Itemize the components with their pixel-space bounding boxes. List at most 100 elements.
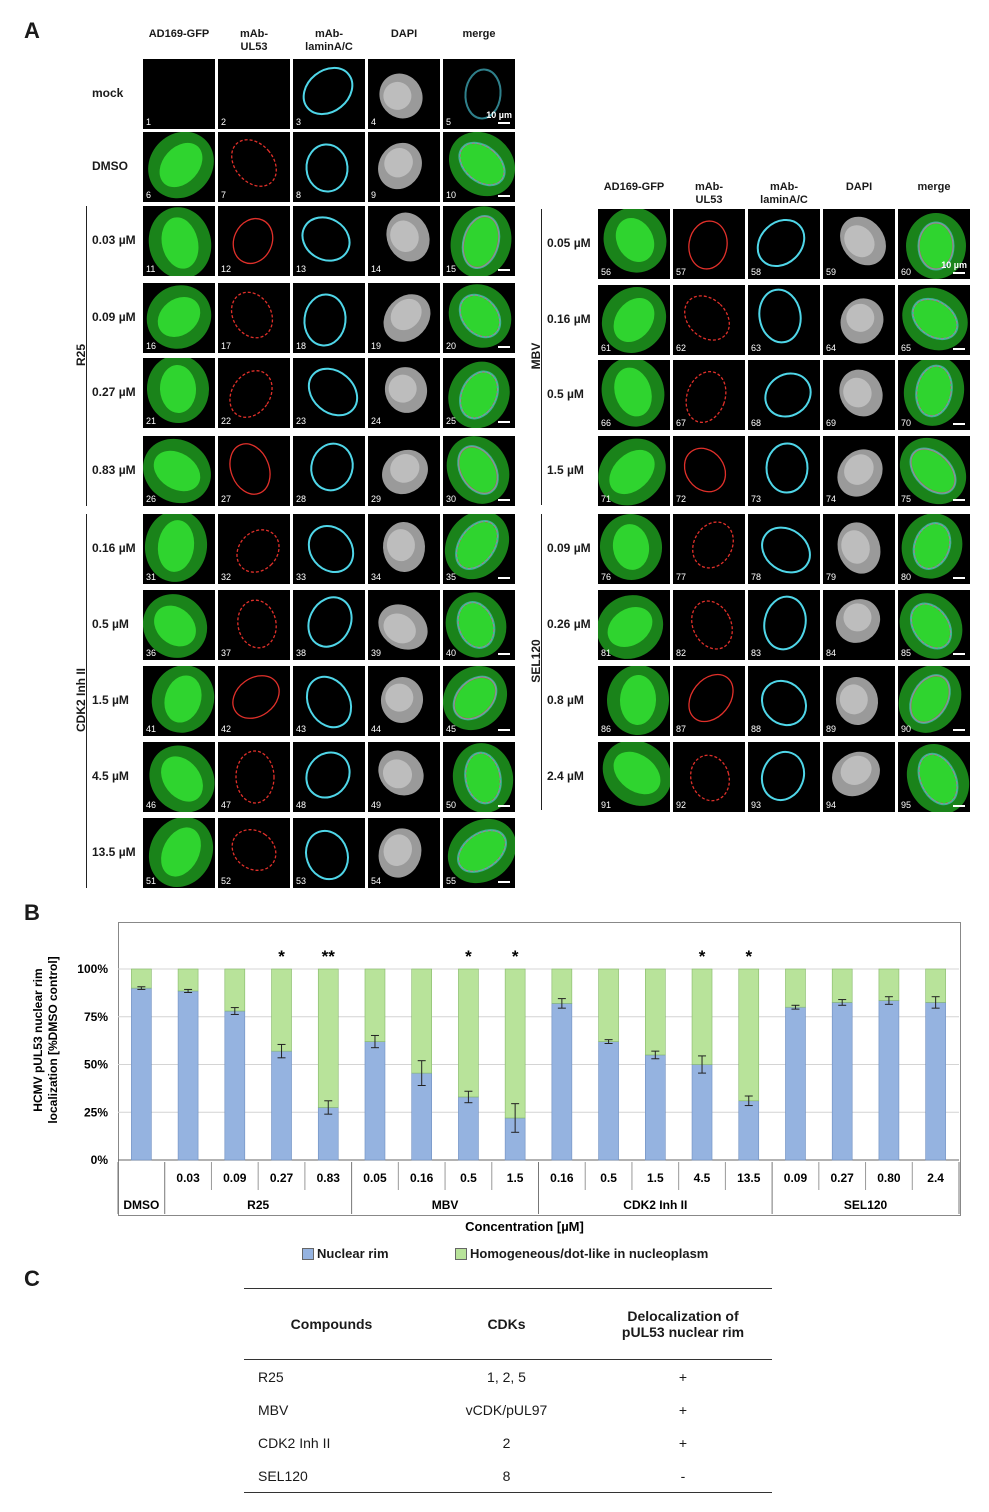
micrograph-dapi	[382, 522, 426, 572]
panel-c-letter: C	[24, 1266, 40, 1291]
panel-number: 44	[371, 724, 382, 734]
y-tick-label: 75%	[84, 1010, 108, 1024]
micrograph-cell: 41	[143, 666, 215, 736]
micrograph-merge	[899, 437, 967, 505]
micrograph-cell: 36	[143, 590, 215, 660]
panel-number: 21	[146, 416, 157, 426]
cdk-cell: vCDK/pUL97	[465, 1401, 548, 1418]
right-col-3: DAPI	[845, 181, 873, 193]
micrograph-gfp	[143, 594, 208, 658]
panel-number: 52	[221, 876, 232, 886]
micrograph-lamin	[765, 442, 809, 494]
scale-bar	[953, 653, 965, 655]
micrograph-dapi	[837, 449, 883, 497]
panel-number: 42	[221, 724, 232, 734]
panel-number: 53	[296, 876, 307, 886]
left-row-label: 0.5 µM	[92, 617, 129, 631]
micrograph-dapi	[835, 599, 881, 643]
legend-nuclear-rim: Nuclear rim	[302, 1246, 389, 1261]
scale-bar	[953, 348, 965, 350]
micrograph-cell: 43	[293, 666, 365, 736]
micrograph-cell: 85	[898, 590, 970, 660]
micrograph-ul53	[218, 59, 290, 129]
micrograph-cell: 21	[143, 358, 215, 428]
micrograph-cell: 52	[218, 818, 290, 888]
scale-bar	[498, 269, 510, 271]
micrograph-cell: 45	[443, 666, 515, 736]
micrograph-ul53	[231, 829, 277, 871]
panel-number: 17	[221, 341, 232, 351]
micrograph-lamin	[305, 675, 353, 729]
micrograph-cell: 86	[598, 666, 670, 736]
legend-label-homog: Homogeneous/dot-like in nucleoplasm	[470, 1246, 709, 1261]
panel-number: 2	[221, 117, 227, 127]
micrograph-merge	[444, 514, 510, 580]
micrograph-dapi	[386, 212, 430, 262]
panel-number: 32	[221, 572, 232, 582]
right-col-4: merge	[917, 181, 951, 193]
delocalization-cell: -	[594, 1459, 772, 1493]
micrograph-dapi	[835, 677, 879, 725]
panel-number: 47	[221, 800, 232, 810]
right-row-label: 0.26 µM	[547, 617, 591, 631]
micrograph-cell: 28	[293, 436, 365, 506]
panel-number: 23	[296, 416, 307, 426]
micrograph-cell: 60 10 µm	[898, 209, 970, 279]
panel-number: 75	[901, 494, 912, 504]
micrograph-cell: 13	[293, 206, 365, 276]
panel-number: 50	[446, 800, 457, 810]
left-col-0: AD169-GFP	[148, 28, 210, 40]
micrograph-cell: 77	[673, 514, 745, 584]
cdk-cell: 2	[502, 1434, 511, 1451]
right-row-label: 2.4 µM	[547, 769, 584, 783]
panel-number: 60	[901, 267, 912, 277]
panel-number: 87	[676, 724, 687, 734]
panel-number: 68	[751, 418, 762, 428]
micrograph-dapi	[380, 677, 424, 723]
left-row-label: 0.16 µM	[92, 541, 136, 555]
micrograph-ul53	[229, 443, 271, 495]
scale-bar	[498, 499, 510, 501]
micrograph-cell: 22	[218, 358, 290, 428]
micrograph-cell: 90	[898, 666, 970, 736]
left-col-1: mAb- UL53	[239, 28, 269, 53]
scale-bar	[953, 423, 965, 425]
panel-number: 24	[371, 416, 382, 426]
micrograph-cell: 54	[368, 818, 440, 888]
panel-number: 55	[446, 876, 457, 886]
micrograph-cell: 16	[143, 283, 215, 353]
micrograph-cell: 2	[218, 59, 290, 129]
sel120-group-bracket	[541, 514, 542, 810]
right-row-label: 0.05 µM	[547, 236, 591, 250]
panel-number: 41	[146, 724, 157, 734]
micrograph-merge	[448, 132, 515, 197]
micrograph-cell: 63	[748, 285, 820, 355]
micrograph-cell: 3	[293, 59, 365, 129]
panel-number: 7	[221, 190, 227, 200]
panel-number: 72	[676, 494, 687, 504]
panel-number: 78	[751, 572, 762, 582]
panel-number: 61	[601, 343, 612, 353]
micrograph-ul53	[691, 600, 733, 650]
micrograph-dapi	[840, 216, 886, 266]
panel-number: 33	[296, 572, 307, 582]
micrograph-merge	[899, 593, 963, 659]
cdk-cell: 1, 2, 5	[487, 1368, 526, 1385]
table-row: SEL120 8-	[244, 1459, 772, 1493]
panel-number: 59	[826, 267, 837, 277]
micrograph-cell: 46	[143, 742, 215, 812]
micrograph-gfp	[602, 742, 670, 806]
micrograph-cell: 72	[673, 436, 745, 506]
micrograph-merge	[906, 213, 966, 279]
left-row-label: 0.83 µM	[92, 463, 136, 477]
micrograph-lamin	[756, 218, 806, 268]
micrograph-lamin	[307, 596, 353, 648]
micrograph-cell: 42	[218, 666, 290, 736]
micrograph-gfp	[149, 745, 215, 812]
micrograph-lamin	[763, 595, 807, 651]
micrograph-cell: 74	[823, 436, 895, 506]
panel-number: 31	[146, 572, 157, 582]
panel-number: 14	[371, 264, 382, 274]
mbv-group-label: MBV	[529, 342, 543, 370]
mbv-group-bracket	[541, 209, 542, 505]
